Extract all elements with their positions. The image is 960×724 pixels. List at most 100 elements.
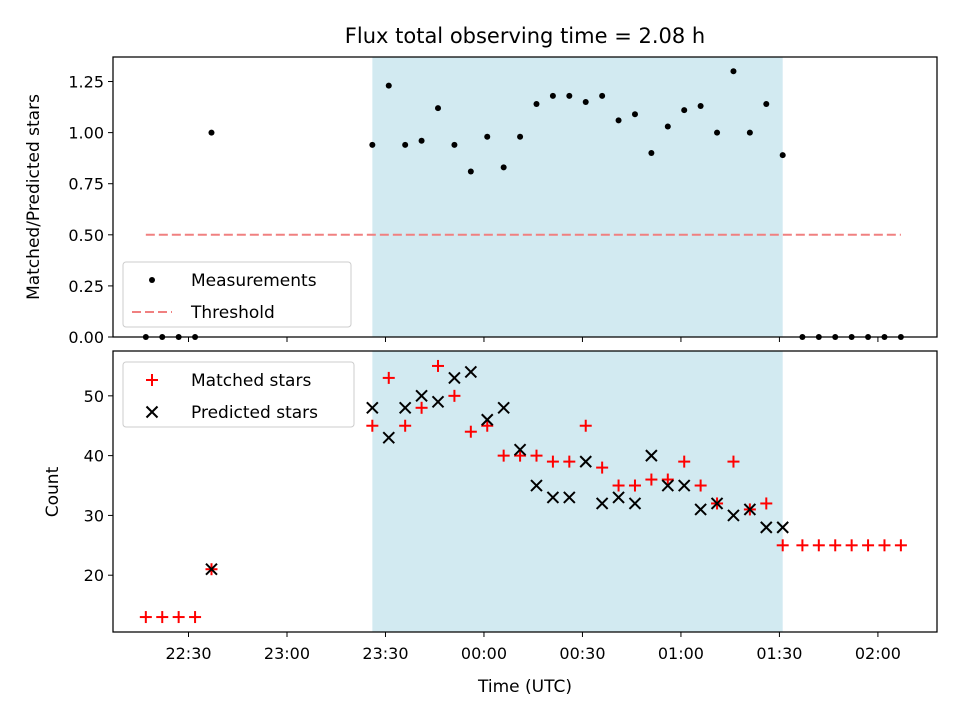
top-legend: Measurements Threshold (122, 261, 352, 328)
measurement-point (681, 107, 688, 114)
measurement-point (697, 103, 704, 110)
x-tick-label: 23:30 (362, 644, 408, 663)
matched-star-point (448, 389, 461, 402)
bottom-y-tick-label: 30 (84, 506, 104, 525)
measurement-point (664, 123, 671, 130)
x-tick-label: 01:30 (756, 644, 802, 663)
matched-star-point (415, 401, 428, 414)
x-tick-label: 00:00 (461, 644, 507, 663)
matched-star-point (645, 473, 658, 486)
top-y-tick-label: 0.25 (68, 277, 104, 296)
measurement-point (549, 92, 556, 99)
predicted-star-point (678, 479, 691, 492)
matched-star-point (845, 539, 858, 552)
x-tick-label: 23:00 (264, 644, 310, 663)
bottom-shaded-region (372, 351, 783, 632)
measurement-point (533, 101, 540, 108)
bottom-legend-box (122, 361, 355, 428)
matched-star-point (661, 473, 674, 486)
legend-measurement-swatch (149, 277, 155, 283)
predicted-star-point (595, 497, 609, 510)
matched-star-point (678, 455, 691, 468)
matched-star-point (514, 449, 527, 462)
predicted-star-point (776, 521, 789, 534)
top-y-tick-label: 0.50 (68, 226, 104, 245)
measurement-point (648, 150, 655, 157)
measurement-point (746, 129, 753, 136)
predicted-star-point (694, 503, 707, 516)
top-y-tick-label: 1.00 (68, 124, 104, 143)
measurement-point (385, 82, 392, 89)
predicted-star-point (382, 431, 395, 444)
matched-star-point (862, 539, 875, 552)
matched-star-point (796, 539, 809, 552)
bottom-axes-frame (112, 350, 938, 633)
legend-matched-swatch (146, 374, 158, 386)
measurement-point (369, 141, 376, 148)
legend-label: Predicted stars (191, 403, 318, 423)
top-shaded-region (372, 57, 783, 337)
bottom-y-tick-label: 20 (84, 566, 104, 585)
top-y-axis-label: Matched/Predicted stars (24, 94, 44, 300)
predicted-star-point (448, 371, 461, 385)
legend-predicted-swatch (145, 405, 159, 419)
legend-label: Threshold (190, 303, 275, 323)
predicted-star-point (530, 479, 543, 492)
matched-star-point (464, 425, 477, 438)
predicted-star-point (464, 365, 478, 379)
measurement-point (402, 141, 409, 148)
predicted-star-point (398, 401, 412, 415)
matched-star-point (612, 479, 625, 492)
matched-star-point (628, 479, 641, 492)
matched-star-point (812, 539, 825, 552)
matched-star-point (760, 497, 773, 510)
x-tick-label: 02:00 (855, 644, 901, 663)
matched-star-point (139, 611, 152, 624)
matched-star-point (172, 611, 185, 624)
matched-star-point (579, 419, 592, 432)
chart-title: Flux total observing time = 2.08 h (345, 24, 705, 48)
predicted-star-point (661, 479, 675, 492)
matched-star-point (530, 449, 543, 462)
predicted-star-point (431, 395, 445, 409)
top-y-tick-label: 0.00 (68, 328, 104, 347)
measurement-point (730, 68, 737, 75)
matched-star-point (432, 359, 445, 372)
predicted-star-point (205, 563, 218, 576)
measurement-point (435, 105, 442, 112)
predicted-star-point (710, 497, 724, 510)
measurement-point (418, 137, 425, 144)
measurement-point (599, 92, 606, 99)
predicted-star-point (563, 491, 576, 504)
matched-star-point (546, 455, 559, 468)
measurement-point (467, 168, 474, 175)
predicted-star-point (743, 503, 757, 516)
top-y-tick-label: 0.75 (68, 175, 104, 194)
predicted-star-point (546, 491, 560, 504)
bottom-legend: Matched stars Predicted stars (122, 361, 355, 428)
measurement-point (615, 117, 622, 124)
predicted-star-point (727, 509, 740, 522)
matched-star-point (366, 419, 379, 432)
matched-star-point (189, 611, 202, 624)
bottom-y-axis-label: Count (43, 466, 63, 517)
x-tick-label: 01:00 (658, 644, 704, 663)
predicted-star-point (481, 413, 494, 426)
matched-star-point (596, 461, 609, 474)
matched-star-point (878, 539, 891, 552)
measurement-point (566, 92, 573, 99)
matched-star-point (894, 539, 907, 552)
measurement-point (779, 152, 786, 159)
matched-star-point (399, 419, 412, 432)
measurement-point (484, 133, 491, 140)
measurement-point (208, 129, 215, 136)
measurement-point (631, 111, 638, 118)
x-axis-label: Time (UTC) (477, 677, 572, 697)
measurement-point (500, 164, 507, 171)
matched-star-point (481, 419, 494, 432)
predicted-star-point (513, 443, 527, 456)
matched-star-point (694, 479, 707, 492)
matched-star-point (497, 449, 510, 462)
bottom-y-tick-label: 40 (84, 447, 104, 466)
bottom-panel: 20 30 40 50 22:30 23:00 23:30 00:00 00:30 01:00 01… (43, 350, 938, 697)
